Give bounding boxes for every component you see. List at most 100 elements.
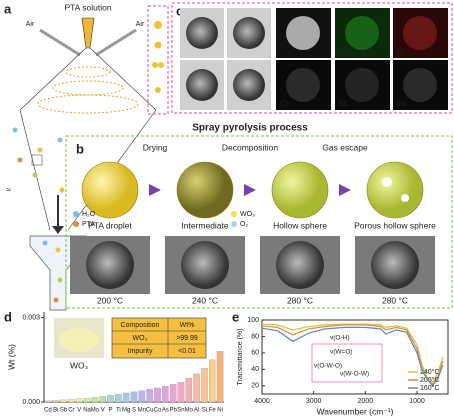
label: Porous hollow sphere [354, 220, 436, 230]
label: Co [154, 408, 162, 414]
bar [60, 399, 67, 403]
label: PTA [82, 221, 95, 228]
label: 200°C [420, 376, 440, 384]
pore [401, 194, 409, 202]
particle [366, 161, 424, 219]
panel-label: b [76, 141, 84, 156]
label: 3000 [306, 398, 322, 405]
label: Si [202, 408, 207, 414]
label: ν(W-O-W) [340, 371, 369, 378]
arrow [244, 184, 256, 196]
label: PTA droplet [88, 220, 132, 230]
label: Pb [169, 408, 177, 414]
label: V [77, 408, 81, 414]
bar [130, 391, 138, 403]
label: O [397, 46, 404, 56]
inset [311, 343, 383, 383]
bar [122, 392, 130, 403]
bar [208, 359, 216, 403]
label: 280 °C [287, 295, 313, 305]
particle [271, 161, 329, 219]
label: Hollow sphere [273, 220, 327, 230]
line [261, 323, 444, 383]
eds-sphere [403, 16, 437, 50]
sem-sphere [181, 241, 229, 289]
label: 100 [247, 317, 259, 324]
label: O₂ [240, 221, 248, 228]
eds-sphere [286, 16, 320, 50]
label: V [101, 408, 105, 414]
sphere [233, 17, 265, 49]
label: <0.01 [178, 348, 196, 355]
eds-map [276, 60, 331, 110]
eds-sphere [345, 68, 379, 102]
bar [154, 387, 161, 403]
eds-sphere [345, 16, 379, 50]
label: 20 [251, 383, 259, 390]
label: 40 [251, 366, 259, 373]
label: Impurity [128, 348, 153, 355]
label: As [162, 408, 169, 414]
sphere [233, 69, 265, 101]
label: Al [194, 408, 199, 414]
label: >99.99 [176, 335, 198, 342]
particle [81, 161, 139, 219]
particle [176, 161, 234, 219]
legend-dot [231, 211, 237, 217]
label: Mo [91, 408, 100, 414]
panel-label: a [4, 1, 12, 16]
label: Intermediate [181, 220, 229, 230]
label: Air [26, 21, 35, 28]
panel-b-frame [65, 135, 453, 309]
bar [201, 368, 208, 403]
label: PTA solution [64, 2, 111, 12]
bar [138, 390, 146, 403]
label: 1000 [409, 398, 425, 405]
powder [59, 328, 99, 352]
label: Wavenumber (cm⁻¹) [317, 406, 394, 416]
label: 240 °C [192, 295, 218, 305]
label: Sn [177, 408, 184, 414]
bar [75, 398, 83, 403]
bar [107, 395, 114, 403]
bar [185, 377, 193, 403]
legend-dot [73, 211, 79, 217]
bar [193, 373, 200, 403]
label: Drying [143, 142, 168, 152]
label: Ti [116, 408, 121, 414]
label: 240°C [420, 368, 440, 376]
eds-sphere [286, 68, 320, 102]
eds-map [393, 8, 448, 58]
panel-label: d [4, 309, 12, 324]
label: ν(O-W-O) [314, 363, 342, 370]
sem-sphere [276, 241, 324, 289]
arrow [339, 184, 351, 196]
label: Wt (%) [6, 344, 16, 370]
sphere [186, 17, 218, 49]
label: Composition [121, 322, 160, 329]
label: Cu [146, 408, 154, 414]
panel-c-frame [171, 2, 453, 114]
svg-text:≈: ≈ [6, 184, 11, 194]
table [111, 317, 207, 359]
label: Na [83, 408, 91, 414]
label: Mg [122, 408, 130, 414]
label: Ni [217, 408, 223, 414]
bar [115, 393, 122, 403]
bar [169, 384, 177, 403]
label: 200 °C [97, 295, 123, 305]
label: Bi [53, 408, 58, 414]
label: 2000 [358, 398, 374, 405]
label: Fe [209, 408, 217, 414]
bar [177, 382, 185, 403]
label: Cr [68, 408, 74, 414]
sphere [186, 69, 218, 101]
sem-sphere [86, 241, 134, 289]
label: 0.003 [22, 314, 40, 321]
label: ν(W=O) [330, 349, 353, 356]
label: 80 [251, 333, 259, 340]
label: Cd [44, 408, 52, 414]
label: Decomposition [222, 142, 278, 152]
bar [99, 396, 106, 403]
panel-label: c [176, 3, 183, 18]
